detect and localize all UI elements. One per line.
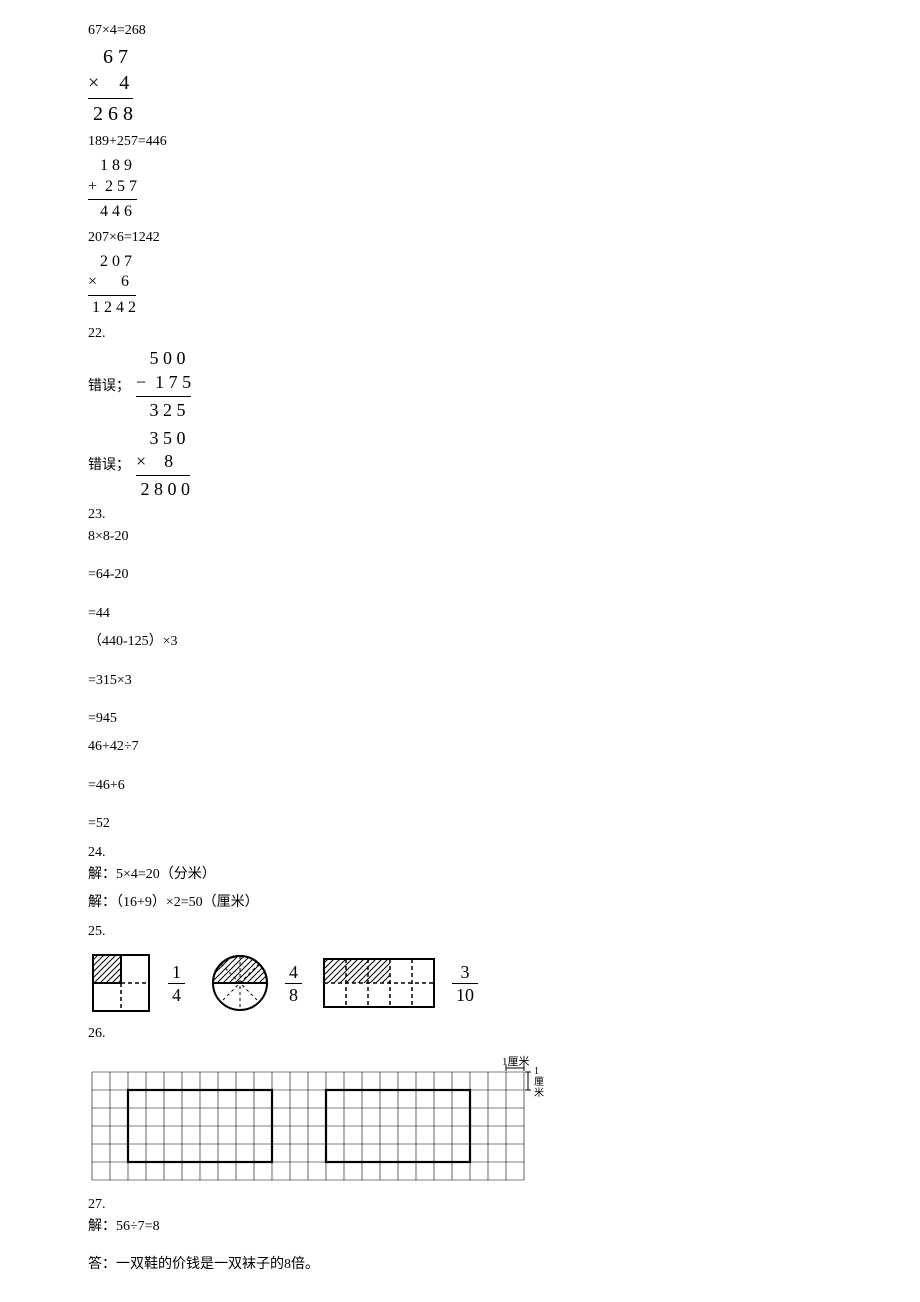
equation-text: 189+257=446 xyxy=(88,131,920,153)
column-work: 3 5 0 × 8 2 8 0 0 xyxy=(136,427,190,502)
column-work: 2 0 7 × 6 1 2 4 2 xyxy=(88,252,136,319)
q22-item-b: 错误； 3 5 0 × 8 2 8 0 0 xyxy=(88,425,920,504)
circle-half-icon xyxy=(205,953,275,1013)
q23-number: 23. xyxy=(88,504,920,526)
q25-number: 25. xyxy=(88,921,920,943)
calc-line: 8×8-20 xyxy=(88,526,920,548)
svg-text:米: 米 xyxy=(534,1086,544,1099)
calc-line: （440-125）×3 xyxy=(88,631,920,653)
eq-67x4: 67×4=268 6 7 × 4 2 6 8 xyxy=(88,20,920,129)
svg-text:厘: 厘 xyxy=(534,1076,544,1088)
equation-text: 207×6=1242 xyxy=(88,227,920,249)
cw-rule xyxy=(88,295,136,296)
cw-rule xyxy=(88,199,137,200)
fraction-value: 4 8 xyxy=(285,963,302,1004)
eq-189p257: 189+257=446 1 8 9 + 2 5 7 4 4 6 xyxy=(88,131,920,225)
svg-text:1厘米: 1厘米 xyxy=(502,1055,530,1068)
cw-row: − 1 7 5 xyxy=(136,371,191,394)
q27-number: 27. xyxy=(88,1194,920,1216)
fraction-denominator: 8 xyxy=(285,983,302,1004)
fraction-numerator: 4 xyxy=(285,963,302,983)
q24-number: 24. xyxy=(88,842,920,864)
calc-line: =46+6 xyxy=(88,775,920,797)
cw-row: 1 8 9 xyxy=(88,156,137,177)
cw-row: × 8 xyxy=(136,450,190,473)
calc-line: =52 xyxy=(88,813,920,835)
cw-result: 2 6 8 xyxy=(88,101,133,127)
cw-row: × 6 xyxy=(88,272,136,293)
cw-rule xyxy=(136,396,191,397)
fraction-numerator: 1 xyxy=(168,963,185,983)
column-work: 1 8 9 + 2 5 7 4 4 6 xyxy=(88,156,137,223)
q26-grid: 1厘米 1厘米 xyxy=(88,1054,920,1186)
fraction-value: 1 4 xyxy=(168,963,185,1004)
wrong-label: 错误； xyxy=(88,454,130,474)
q25-figures: 1 4 4 8 xyxy=(88,953,920,1013)
square-quarter-icon xyxy=(88,953,158,1013)
calc-line: =315×3 xyxy=(88,670,920,692)
fraction-denominator: 4 xyxy=(168,983,185,1004)
cw-row: × 4 xyxy=(88,70,133,96)
cw-result: 2 8 0 0 xyxy=(136,478,190,501)
cw-rule xyxy=(88,98,133,99)
rect-tenths-icon xyxy=(322,953,442,1013)
column-work: 5 0 0 − 1 7 5 3 2 5 xyxy=(136,347,191,422)
fraction-square-quarter: 1 4 xyxy=(88,953,185,1013)
cw-result: 4 4 6 xyxy=(88,202,137,223)
q27-body: 解：56÷7=8 答：一双鞋的价钱是一双袜子的8倍。 xyxy=(88,1216,920,1277)
eq-207x6: 207×6=1242 2 0 7 × 6 1 2 4 2 xyxy=(88,227,920,321)
q26-number: 26. xyxy=(88,1023,920,1045)
cw-row: 2 0 7 xyxy=(88,252,136,273)
column-work: 6 7 × 4 2 6 8 xyxy=(88,44,133,127)
q22-item-a: 错误； 5 0 0 − 1 7 5 3 2 5 xyxy=(88,345,920,424)
answer-line: 答：一双鞋的价钱是一双袜子的8倍。 xyxy=(88,1254,920,1276)
answer-line: 解：5×4=20（分米） xyxy=(88,864,920,886)
cw-row: + 2 5 7 xyxy=(88,177,137,198)
cw-row: 6 7 xyxy=(88,44,133,70)
wrong-label: 错误； xyxy=(88,375,130,395)
cw-row: 5 0 0 xyxy=(136,347,191,370)
answer-line: 解：（16+9）×2=50（厘米） xyxy=(88,892,920,914)
q23-body: 8×8-20 =64-20 =44 （440-125）×3 =315×3 =94… xyxy=(88,526,920,836)
svg-text:1: 1 xyxy=(534,1066,539,1077)
cw-row: 3 5 0 xyxy=(136,427,190,450)
cw-rule xyxy=(136,475,190,476)
answer-line: 解：56÷7=8 xyxy=(88,1216,920,1238)
fraction-numerator: 3 xyxy=(457,963,474,983)
fraction-circle-half: 4 8 xyxy=(205,953,302,1013)
q22-number: 22. xyxy=(88,323,920,345)
cw-result: 3 2 5 xyxy=(136,399,191,422)
q24-body: 解：5×4=20（分米） 解：（16+9）×2=50（厘米） xyxy=(88,864,920,915)
grid-drawing-icon: 1厘米 1厘米 xyxy=(88,1054,574,1186)
calc-line: =945 xyxy=(88,708,920,730)
calc-line: =64-20 xyxy=(88,564,920,586)
calc-line: 46+42÷7 xyxy=(88,736,920,758)
fraction-value: 3 10 xyxy=(452,963,478,1004)
cw-result: 1 2 4 2 xyxy=(88,298,136,319)
calc-line: =44 xyxy=(88,603,920,625)
fraction-rect-three-tenths: 3 10 xyxy=(322,953,478,1013)
fraction-denominator: 10 xyxy=(452,983,478,1004)
equation-text: 67×4=268 xyxy=(88,20,920,42)
